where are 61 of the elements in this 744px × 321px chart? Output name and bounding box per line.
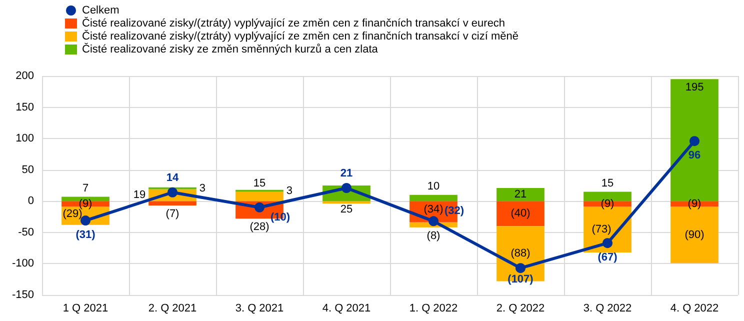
data-label: 14 — [166, 172, 180, 184]
point — [254, 202, 264, 212]
point — [516, 263, 526, 274]
data-label: 19 — [133, 189, 146, 202]
y-tick-label: -100 — [12, 258, 34, 270]
bar — [410, 194, 458, 202]
x-tick-label: 1. Q 2022 — [409, 302, 458, 314]
y-tick-label: 0 — [28, 195, 34, 208]
y-tick-label: 200 — [16, 70, 34, 82]
x-tick-label: 4. Q 2022 — [670, 302, 719, 314]
legend-label: Čisté realizované zisky/(ztráty) vyplývající ze změn cen z finančních transakcí v eurech — [82, 16, 506, 30]
bar — [496, 201, 544, 226]
x-tick-label: 1 Q 2021 — [62, 302, 108, 314]
bar — [148, 201, 196, 206]
y-tick-label: -150 — [12, 289, 34, 301]
data-label: (28) — [250, 221, 270, 234]
y-tick-label: -50 — [18, 226, 34, 238]
data-label: (90) — [684, 228, 704, 241]
legend-label: Celkem — [82, 4, 120, 16]
data-label: 25 — [340, 204, 353, 216]
data-label: 10 — [427, 180, 440, 192]
data-label: (31) — [76, 229, 96, 242]
data-label: 21 — [340, 168, 353, 180]
point — [690, 136, 700, 146]
data-label: 96 — [688, 150, 701, 162]
y-tick-label: 150 — [16, 101, 34, 114]
data-label: (7) — [166, 208, 180, 220]
data-label: 195 — [685, 82, 704, 94]
bar — [496, 188, 544, 202]
point — [342, 183, 352, 193]
data-label: 3 — [286, 184, 293, 197]
data-label: (40) — [510, 208, 530, 220]
data-label: 15 — [253, 177, 266, 190]
legend-label: Čisté realizované zisky/(ztráty) vyplývající ze změn cen z finančních transakcí v cizí měně — [82, 30, 518, 42]
x-tick-label: 2. Q 2022 — [496, 302, 545, 314]
bar — [322, 201, 370, 204]
data-label: 21 — [514, 188, 527, 201]
y-tick-label: 100 — [16, 132, 34, 145]
data-label: (9) — [78, 198, 92, 210]
data-label: (9) — [600, 198, 614, 210]
point — [428, 216, 438, 226]
y-tick-label: 50 — [22, 164, 34, 176]
x-tick-label: 3. Q 2022 — [583, 302, 632, 314]
data-label: (9) — [688, 198, 702, 210]
data-label: 3 — [199, 182, 206, 194]
x-tick-label: 4. Q 2021 — [322, 302, 371, 314]
data-label: (67) — [598, 252, 618, 264]
data-label: (73) — [592, 224, 612, 236]
data-label: 7 — [82, 182, 89, 194]
legend-label: Čisté realizované zisky ze změn směnných kurzů a cen zlata — [82, 42, 379, 56]
x-tick-label: 3. Q 2021 — [235, 302, 284, 314]
data-label: (29) — [62, 208, 82, 220]
data-label: 15 — [601, 177, 614, 190]
data-label: (88) — [510, 248, 530, 260]
x-tick-label: 2. Q 2021 — [148, 302, 197, 314]
point — [168, 187, 178, 198]
point — [602, 238, 612, 248]
bar — [236, 192, 284, 202]
data-label: (34) — [424, 204, 444, 216]
point — [80, 216, 90, 226]
data-label: (8) — [426, 230, 440, 242]
